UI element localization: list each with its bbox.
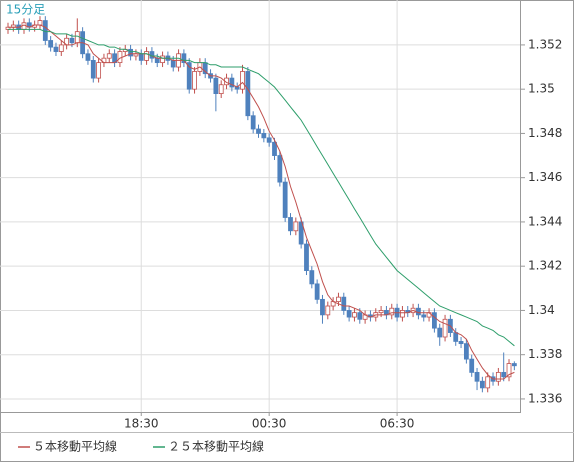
candle-body (293, 221, 299, 232)
candle-body (288, 217, 293, 232)
y-tick-label: 1.346 (528, 170, 562, 184)
candle-body (128, 48, 133, 57)
candle-body (469, 358, 475, 373)
candle-body (53, 46, 59, 52)
chart-label: 15分足 (6, 3, 45, 17)
candle-body (261, 133, 267, 139)
candle-body (170, 60, 176, 68)
candle-body (144, 51, 149, 61)
y-tick-label: 1.342 (528, 259, 562, 273)
candle-body (160, 55, 165, 64)
candle-body (304, 243, 309, 272)
candle-body (250, 115, 256, 130)
y-tick-label: 1.344 (528, 214, 562, 228)
candle-body (325, 305, 331, 316)
candle-body (474, 371, 480, 382)
candle-body (245, 71, 251, 117)
candle-body (90, 60, 96, 79)
candle-body (181, 53, 187, 64)
candle-body (389, 307, 395, 316)
candle-body (282, 181, 288, 218)
candle-body (240, 71, 245, 90)
candle-body (463, 343, 469, 360)
candle-body (192, 71, 197, 90)
candle-body (437, 327, 443, 338)
y-tick-label: 1.352 (528, 37, 562, 51)
candle-body (272, 141, 277, 156)
candle-body (511, 363, 517, 367)
candle-body (186, 62, 192, 90)
candle-body (400, 310, 405, 318)
candle-body (149, 51, 155, 59)
marks (5, 16, 517, 393)
y-tick-label: 1.34 (528, 303, 555, 317)
y-tick-label: 1.336 (528, 391, 562, 405)
candle-body (352, 312, 357, 318)
candle-body (106, 53, 112, 59)
candle-body (256, 128, 261, 134)
candle-body (378, 310, 384, 314)
grid (0, 0, 525, 416)
candle-body (506, 363, 512, 378)
candle-body (501, 371, 507, 378)
candle-body (37, 20, 43, 26)
candle-body (277, 155, 283, 183)
candle-body (346, 310, 352, 318)
candle-body (320, 298, 325, 316)
legend-label: ２５本移動平均線 (168, 439, 264, 454)
candle-body (154, 57, 160, 64)
candle-body (266, 137, 272, 143)
candle-body (416, 307, 421, 316)
candle-body (431, 312, 437, 329)
candle-body (442, 318, 448, 338)
candle-body (421, 314, 427, 318)
candle-body (48, 40, 54, 48)
candle-body (357, 312, 363, 320)
candle-body (229, 77, 235, 88)
y-tick-label: 1.348 (528, 126, 562, 140)
candle-body (314, 283, 320, 300)
candle-body (309, 270, 315, 285)
candle-body (495, 371, 501, 382)
candle-body (218, 84, 224, 94)
candle-body (453, 332, 459, 342)
x-tick-label: 00:30 (252, 417, 287, 431)
candle-body (138, 53, 144, 61)
plot-area (0, 0, 521, 413)
candle-body (485, 376, 491, 389)
candle-body (85, 53, 91, 61)
legend: ５本移動平均線 ２５本移動平均線 (18, 439, 264, 454)
y-tick-label: 1.35 (528, 82, 555, 96)
candle-body (69, 37, 75, 44)
candle-body (479, 380, 485, 389)
candle-body (298, 221, 304, 245)
candle-body (96, 62, 102, 79)
x-tick-label: 06:30 (380, 417, 415, 431)
candle-body (213, 77, 219, 94)
candle-body (458, 341, 464, 345)
legend-label: ５本移動平均線 (33, 439, 117, 454)
candle-body (336, 296, 341, 302)
moving-average-line (8, 28, 515, 347)
moving-average-line (8, 24, 515, 380)
candle-body (341, 296, 347, 311)
y-tick-label: 1.338 (528, 347, 562, 361)
candle-body (58, 44, 64, 52)
x-tick-label: 18:30 (124, 417, 159, 431)
